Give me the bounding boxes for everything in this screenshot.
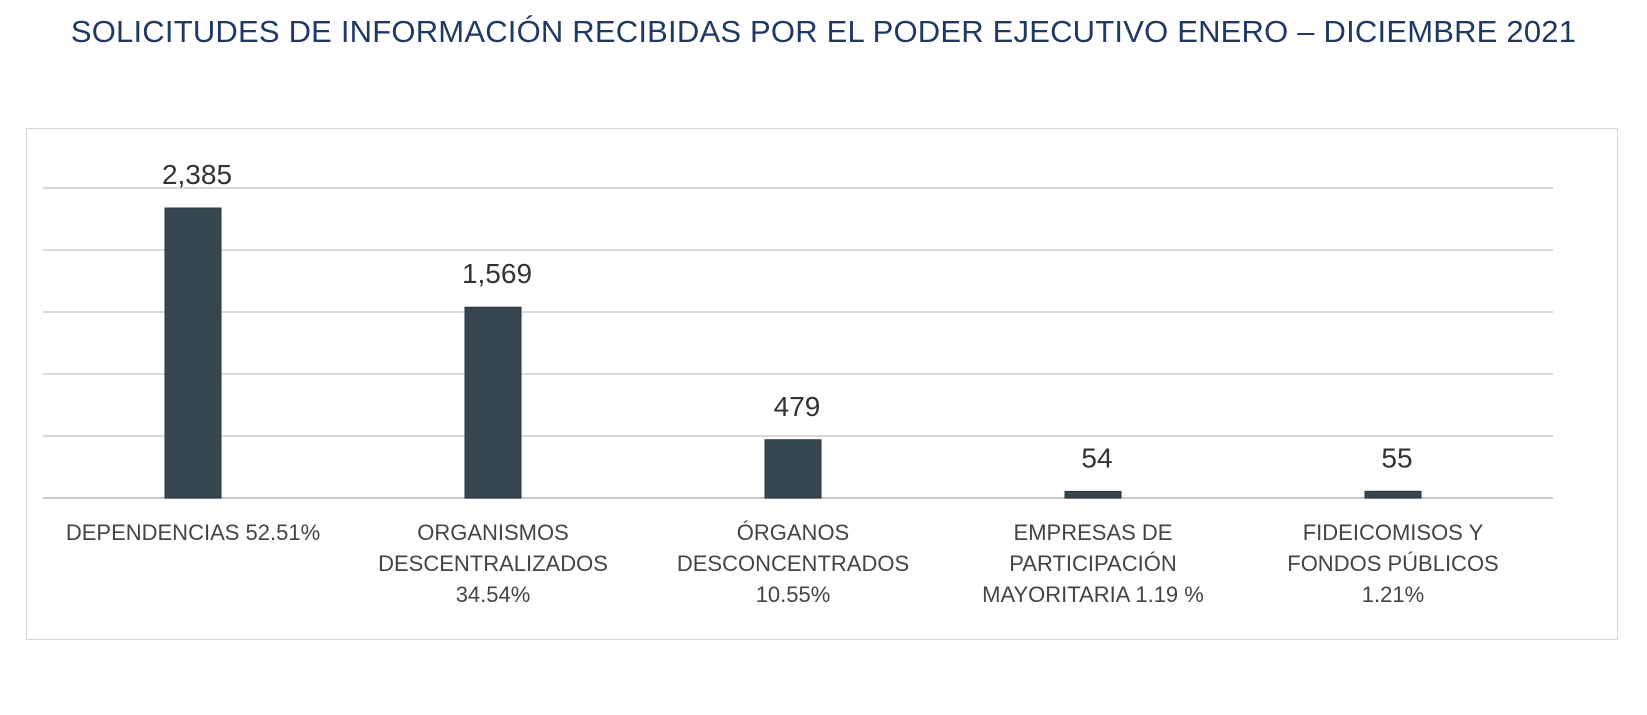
chart-title: SOLICITUDES DE INFORMACIÓN RECIBIDAS POR…	[70, 14, 1577, 49]
bar	[164, 207, 222, 499]
bar	[764, 439, 822, 499]
x-tick-label: ORGANISMOS DESCENTRALIZADOS 34.54%	[378, 520, 608, 607]
x-tick-label-line: DESCONCENTRADOS	[677, 551, 909, 576]
x-tick-label-line: ORGANISMOS	[417, 520, 569, 545]
data-label: 54	[1081, 442, 1112, 473]
bar	[1364, 490, 1422, 499]
data-label: 55	[1381, 442, 1412, 473]
x-tick-label-line: 10.55%	[756, 582, 831, 607]
x-tick-label-line: FIDEICOMISOS Y	[1303, 520, 1484, 545]
x-tick-label-line: 1.21%	[1362, 582, 1424, 607]
chart-frame: 2,385 DEPENDENCIAS 52.51% 1,569 ORGANISMOS D…	[26, 128, 1618, 640]
x-tick-label-line: FONDOS PÚBLICOS	[1287, 551, 1498, 576]
bar	[464, 306, 522, 499]
x-tick-label-line: ÓRGANOS	[737, 520, 849, 545]
x-tick-label-line: DESCENTRALIZADOS	[378, 551, 608, 576]
x-tick-label: ÓRGANOS DESCONCENTRADOS 10.55%	[677, 520, 909, 607]
data-label: 1,569	[462, 258, 532, 289]
x-tick-label-line: MAYORITARIA 1.19 %	[982, 582, 1204, 607]
x-tick-label: FIDEICOMISOS Y FONDOS PÚBLICOS 1.21%	[1287, 520, 1498, 607]
bar-chart: 2,385 DEPENDENCIAS 52.51% 1,569 ORGANISMOS D…	[43, 159, 1553, 607]
x-tick-label-line: PARTICIPACIÓN	[1009, 551, 1176, 576]
x-tick-label: EMPRESAS DE PARTICIPACIÓN MAYORITARIA 1.19…	[982, 520, 1204, 607]
bar	[1064, 490, 1122, 499]
x-tick-label-line: EMPRESAS DE	[1014, 520, 1173, 545]
data-label: 2,385	[162, 159, 232, 190]
x-tick-label: DEPENDENCIAS 52.51%	[66, 520, 320, 545]
x-tick-label-line: 34.54%	[456, 582, 531, 607]
data-label: 479	[774, 391, 821, 422]
x-tick-label-line: DEPENDENCIAS 52.51%	[66, 520, 320, 545]
